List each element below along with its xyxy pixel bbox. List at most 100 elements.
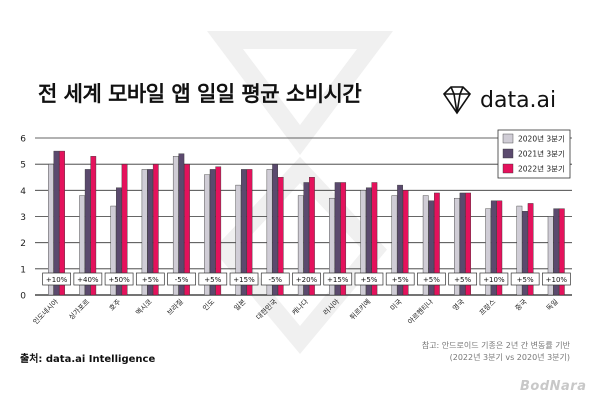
bar	[309, 177, 315, 296]
change-label-box	[292, 272, 321, 286]
bar	[152, 163, 159, 296]
x-tick-label: 아르헨티나	[406, 297, 436, 327]
bar	[329, 197, 335, 296]
change-label: +5%	[517, 276, 534, 284]
bar	[365, 187, 372, 296]
bar	[53, 150, 60, 296]
change-label: -5%	[175, 276, 189, 284]
bar	[360, 190, 367, 296]
bar	[553, 208, 560, 296]
x-tick-label: 인도	[201, 297, 217, 313]
bar	[434, 192, 440, 296]
change-label: +50%	[108, 276, 130, 284]
legend-swatch	[502, 163, 514, 174]
gem-icon	[442, 86, 472, 115]
y-tick-label: 0	[20, 292, 26, 302]
change-label: +5%	[204, 276, 221, 284]
bar	[209, 169, 216, 296]
change-label: +5%	[392, 276, 409, 284]
bar	[371, 182, 378, 296]
bar	[496, 200, 503, 296]
bar	[516, 205, 523, 296]
change-label-box	[198, 272, 228, 286]
bar	[79, 195, 85, 296]
bar	[272, 163, 278, 296]
change-label: +5%	[360, 276, 377, 284]
change-label: -5%	[268, 276, 282, 284]
change-label-box	[260, 272, 290, 286]
x-tick-label: 독일	[544, 297, 559, 312]
change-label: +15%	[233, 276, 255, 284]
change-label-box	[104, 272, 134, 286]
bar	[90, 156, 97, 296]
legend-label: 2020년 3분기	[518, 134, 565, 144]
bar	[204, 174, 210, 296]
x-tick-label: 중국	[514, 297, 529, 312]
legend-label: 2022년 3분기	[518, 164, 565, 174]
bar	[48, 163, 54, 296]
bar	[215, 166, 222, 296]
bar	[235, 184, 242, 296]
y-tick-label: 4	[20, 187, 26, 197]
change-label: +5%	[142, 276, 159, 284]
x-tick-label: 프랑스	[478, 297, 498, 317]
change-label-box	[323, 272, 353, 286]
change-label: +10%	[46, 276, 68, 284]
bar	[391, 195, 398, 296]
change-label-box	[229, 272, 259, 286]
bar	[110, 205, 117, 296]
bodnara-watermark: BodNara	[520, 379, 587, 394]
legend-swatch	[502, 148, 514, 159]
x-tick-label: 싱가포르	[67, 297, 92, 322]
note-line-2: (2022년 3분기 vs 2020년 3분기)	[449, 353, 570, 362]
change-label-box	[167, 272, 196, 286]
bar	[178, 153, 185, 296]
bar	[303, 182, 310, 296]
bar	[522, 211, 528, 296]
bar	[334, 182, 341, 296]
bar	[422, 195, 429, 296]
x-tick-label: 캐나다	[290, 297, 310, 317]
bar	[59, 150, 65, 296]
y-tick-label: 6	[20, 135, 26, 145]
bar	[558, 208, 565, 296]
source-caption: 출처: data.ai Intelligence	[20, 354, 156, 365]
bar	[141, 169, 148, 296]
bar	[454, 197, 460, 296]
bar	[84, 169, 91, 296]
change-label: +20%	[296, 276, 318, 284]
bar	[397, 184, 403, 296]
x-tick-label: 일본	[232, 297, 248, 313]
change-label-box	[135, 272, 165, 286]
x-tick-label: 영국	[451, 297, 467, 313]
bar	[121, 163, 128, 296]
bar	[527, 203, 534, 296]
change-label: +10%	[546, 276, 568, 284]
x-tick-label: 대한민국	[254, 297, 279, 322]
bar	[241, 169, 247, 296]
bar	[485, 208, 492, 296]
legend-swatch	[502, 133, 514, 144]
bar	[547, 216, 554, 296]
change-label-box	[354, 272, 384, 286]
y-tick-label: 1	[20, 265, 26, 275]
bar	[428, 200, 435, 296]
x-tick-label: 멕시코	[134, 297, 154, 317]
brand-name: data.ai	[480, 87, 557, 113]
change-label-box	[385, 272, 415, 286]
bar	[277, 177, 284, 296]
change-label-box	[42, 272, 71, 286]
bar	[147, 169, 154, 296]
legend-label: 2021년 3분기	[518, 149, 565, 159]
bar	[297, 195, 304, 296]
bar	[116, 187, 122, 296]
x-tick-label: 브라질	[165, 297, 185, 317]
change-label: +5%	[423, 276, 440, 284]
brand-logo: data.ai	[440, 82, 556, 118]
change-label-box	[417, 272, 446, 286]
bar	[459, 192, 466, 296]
bar	[172, 156, 179, 296]
change-label-box	[73, 272, 103, 286]
x-tick-label: 러시아	[321, 297, 341, 317]
